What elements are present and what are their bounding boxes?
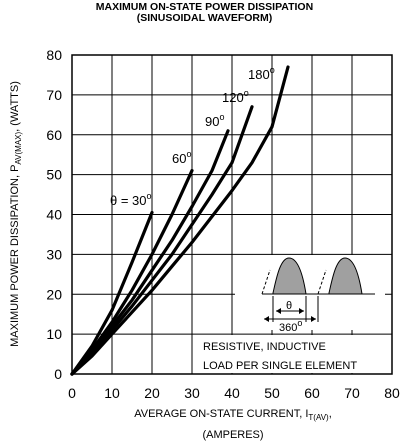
x-tick-label: 10: [104, 385, 120, 401]
x-tick-label: 60: [304, 385, 320, 401]
curve-label-120: 120o: [222, 88, 249, 105]
y-tick-label: 80: [46, 47, 62, 63]
y-tick-label: 20: [46, 286, 62, 302]
y-tick-label: 70: [46, 87, 62, 103]
curve-label-60: 60o: [172, 149, 191, 166]
x-axis-label-units: (AMPERES): [202, 429, 263, 441]
curve-label-30: θ = 30o: [110, 191, 152, 208]
x-tick-label: 50: [264, 385, 280, 401]
plot-frame: [71, 54, 393, 375]
x-axis-label: AVERAGE ON-STATE CURRENT, IT(AV),: [134, 408, 332, 422]
y-tick-label: 60: [46, 127, 62, 143]
y-tick-label: 0: [54, 366, 62, 382]
x-tick-label: 20: [144, 385, 160, 401]
tick-labels: 0 10 20 30 40 50 60 70 80 0 10 20 30 40 50 60 70 80: [46, 47, 400, 401]
series-line-3: [70, 105, 254, 376]
waveform-inset: θ 360o RESISTIVE, INDUCTIVE LOAD PER SIN…: [194, 255, 385, 373]
chart-title: MAXIMUM ON-STATE POWER DISSIPATION: [95, 1, 314, 13]
series-line-0: [70, 210, 154, 376]
x-tick-label: 30: [184, 385, 200, 401]
waveform-dash-2: [317, 269, 327, 295]
note-background: [194, 335, 384, 373]
theta-label: θ: [286, 300, 292, 312]
waveform-lobe-1: [272, 257, 307, 295]
curve-label-180: 180o: [248, 65, 275, 82]
y-tick-label: 30: [46, 246, 62, 262]
series-line-4: [70, 65, 290, 376]
waveform-dash-1: [261, 269, 271, 295]
series-line-2: [70, 129, 230, 376]
y-tick-label: 50: [46, 167, 62, 183]
note-line-2: LOAD PER SINGLE ELEMENT: [203, 360, 357, 372]
y-tick-label: 10: [46, 326, 62, 342]
x-tick-label: 70: [344, 385, 360, 401]
x-tick-label: 40: [224, 385, 240, 401]
note-line-1: RESISTIVE, INDUCTIVE: [203, 341, 326, 353]
y-tick-label: 40: [46, 207, 62, 223]
x-tick-label: 80: [384, 385, 400, 401]
x-tick-label: 0: [68, 385, 76, 401]
waveform-lobe-2: [328, 257, 363, 295]
chart-subtitle: (SINUSOIDAL WAVEFORM): [136, 12, 273, 24]
y-axis-label: MAXIMUM POWER DISSIPATION, PAV(MAX), (WA…: [9, 81, 23, 347]
curve-label-90: 90o: [205, 112, 224, 129]
period-label: 360o: [279, 318, 302, 334]
curves: [70, 65, 290, 376]
